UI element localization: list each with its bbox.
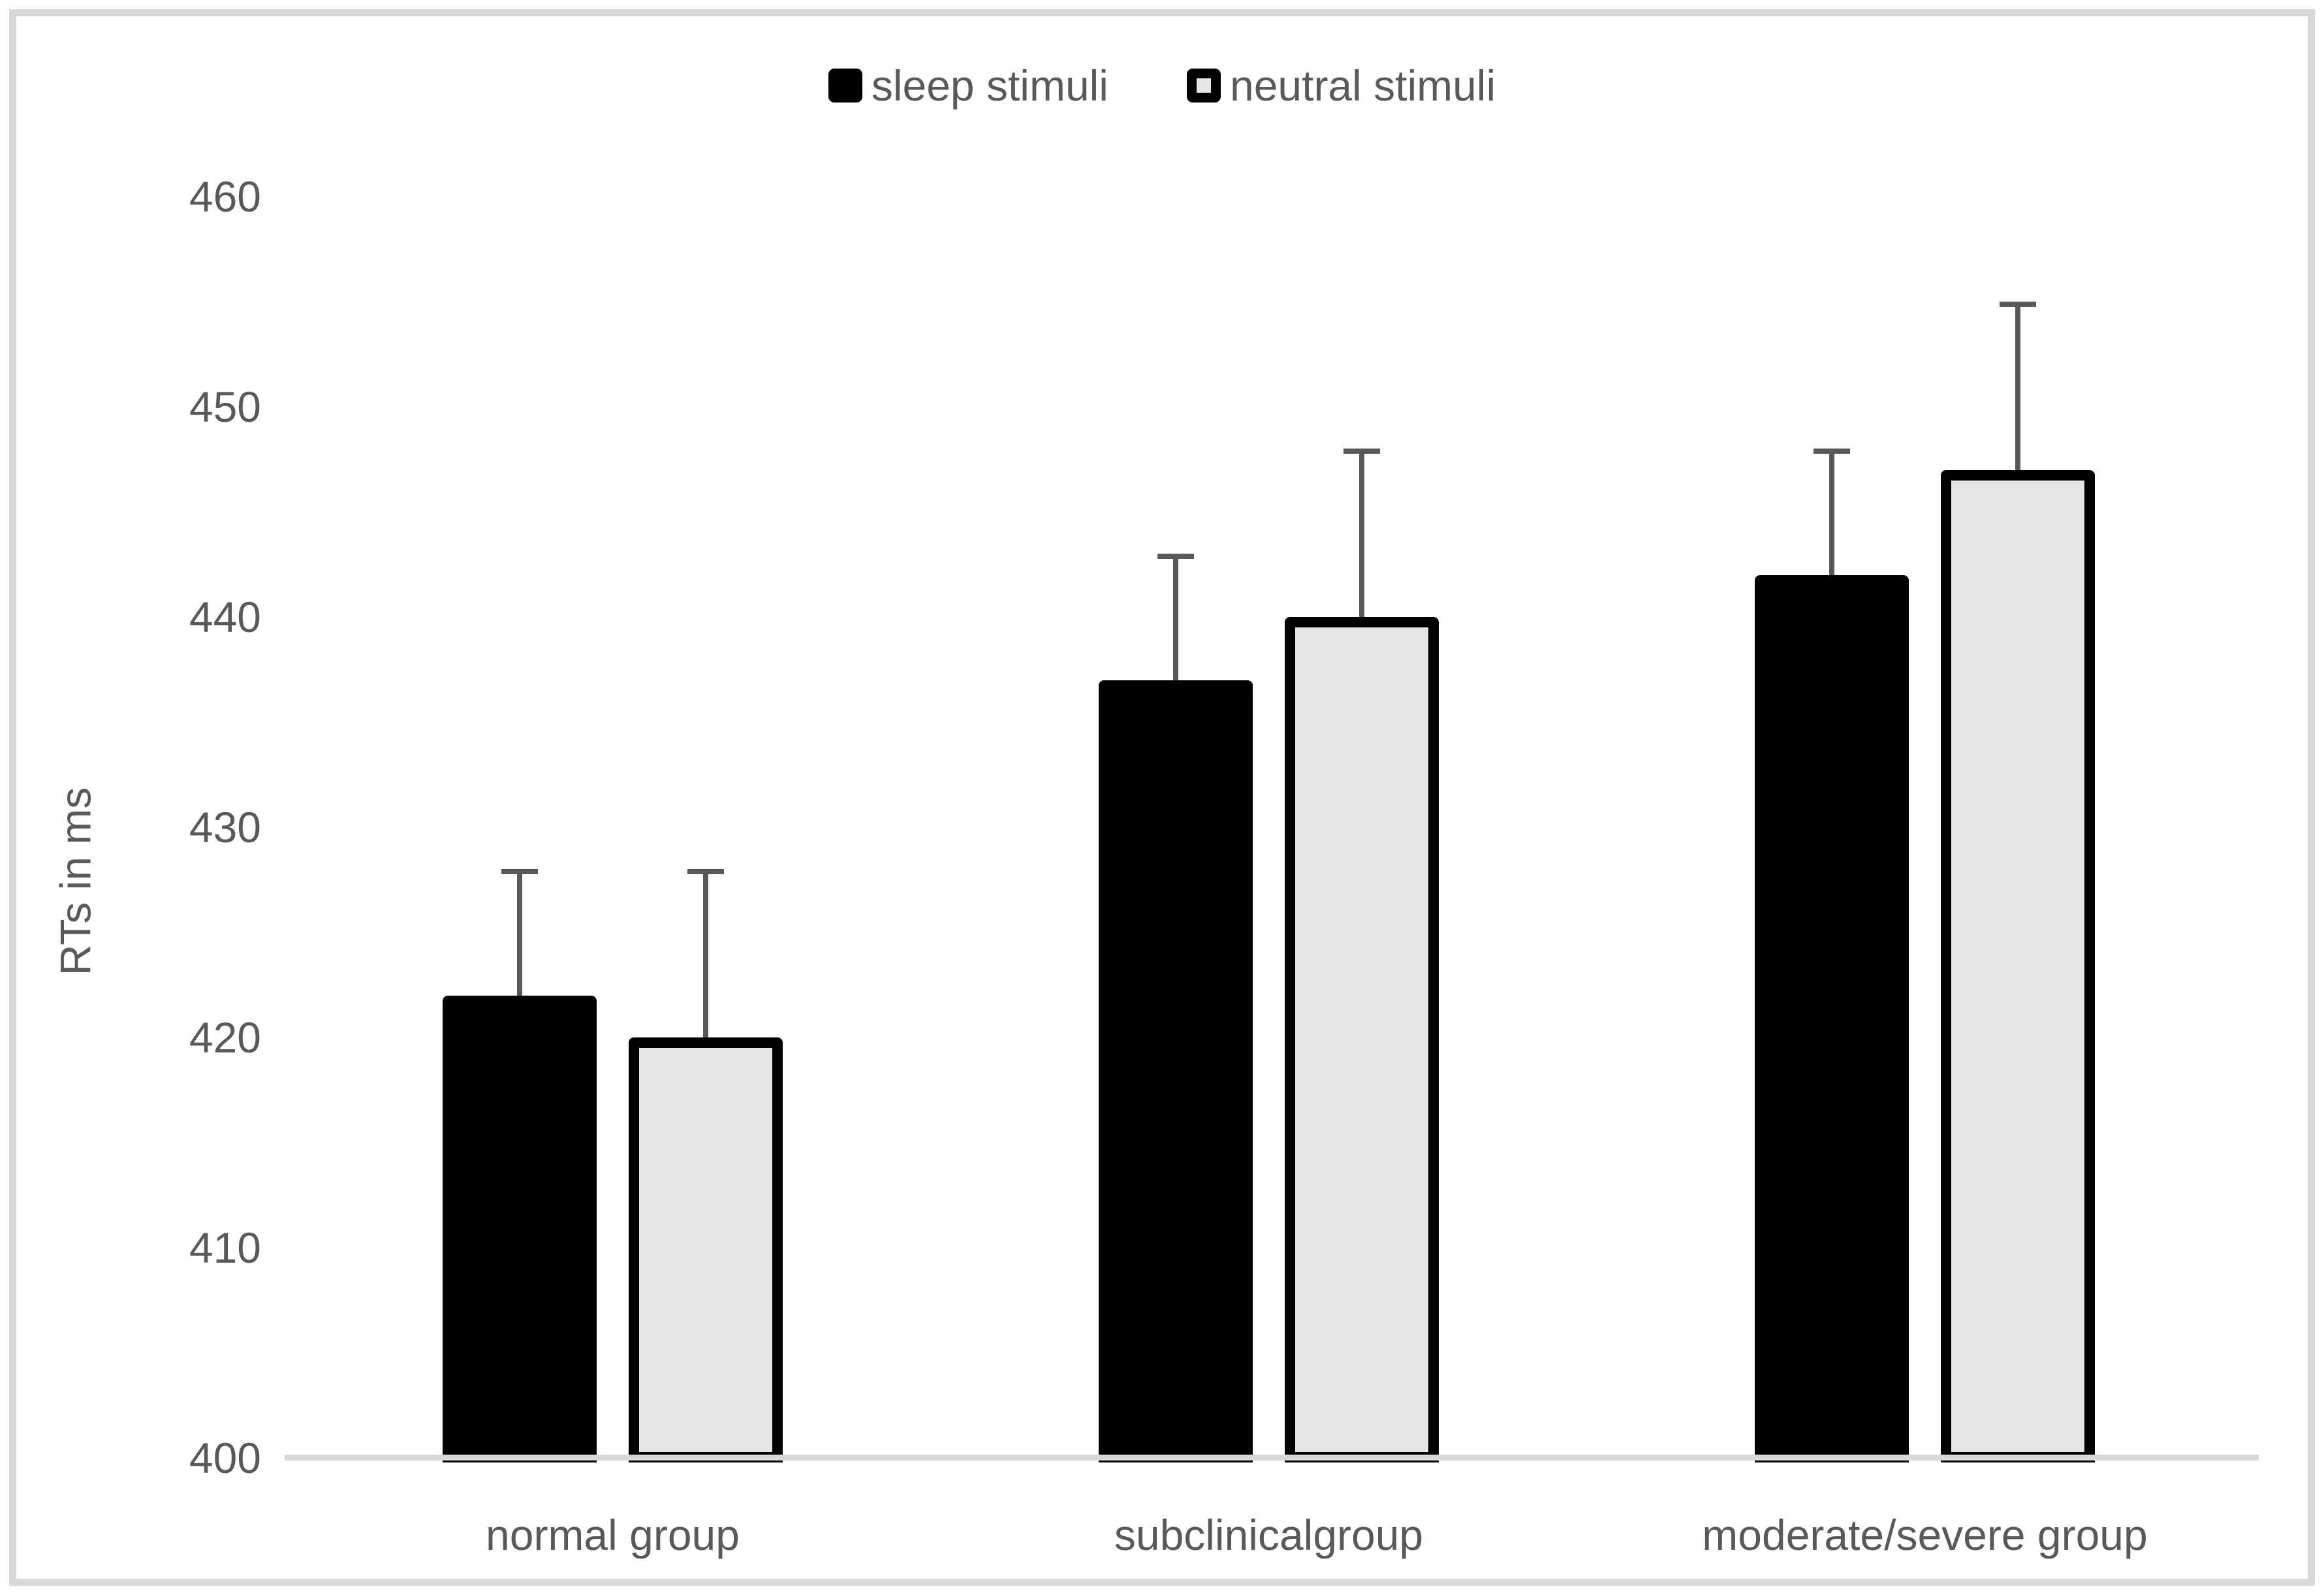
error-bar-stem xyxy=(703,869,708,1037)
bar-neutral-stimuli-subclinicalgroup xyxy=(1285,617,1439,1462)
error-bar-cap xyxy=(1343,449,1380,454)
x-category-label: moderate/severe group xyxy=(1702,1511,2148,1559)
error-bar-cap xyxy=(2000,302,2036,307)
error-bar-cap xyxy=(1157,554,1194,560)
y-tick-label: 400 xyxy=(189,1434,261,1482)
error-bar-stem xyxy=(1359,449,1364,617)
y-tick-label: 460 xyxy=(189,172,261,221)
bar-sleep-stimuli-moderate-severe-group xyxy=(1755,575,1909,1462)
error-bar-stem xyxy=(1173,554,1178,680)
x-axis-line xyxy=(285,1455,2259,1461)
y-tick-label: 430 xyxy=(189,803,261,851)
y-tick-label: 410 xyxy=(189,1224,261,1272)
error-bar-stem xyxy=(1829,449,1834,575)
chart-legend: sleep stimuli neutral stimuli xyxy=(0,64,2324,107)
error-bar xyxy=(1343,449,1380,617)
legend-label: sleep stimuli xyxy=(871,61,1108,110)
error-bar-cap xyxy=(501,869,538,875)
legend-swatch-icon xyxy=(828,69,862,103)
error-bar xyxy=(1157,554,1194,680)
error-bar xyxy=(2000,302,2036,470)
bar-neutral-stimuli-moderate-severe-group xyxy=(1941,469,2095,1462)
x-category-label: subclinicalgroup xyxy=(1114,1511,1424,1559)
bar-sleep-stimuli-subclinicalgroup xyxy=(1099,680,1253,1462)
legend-item-neutral-stimuli: neutral stimuli xyxy=(1186,61,1496,110)
y-tick-label: 440 xyxy=(189,593,261,641)
error-bar-cap xyxy=(687,869,724,875)
error-bar xyxy=(501,869,538,996)
error-bar-stem xyxy=(517,869,522,996)
error-bar-cap xyxy=(1814,449,1850,454)
error-bar xyxy=(687,869,724,1037)
y-tick-label: 420 xyxy=(189,1013,261,1062)
error-bar xyxy=(1814,449,1850,575)
x-category-label: normal group xyxy=(486,1511,740,1559)
bar-sleep-stimuli-normal-group xyxy=(443,995,597,1462)
error-bar-stem xyxy=(2015,302,2020,470)
bar-neutral-stimuli-normal-group xyxy=(629,1037,783,1462)
legend-item-sleep-stimuli: sleep stimuli xyxy=(828,64,1108,107)
legend-swatch-icon xyxy=(1186,69,1221,103)
y-tick-label: 450 xyxy=(189,383,261,431)
legend-label: neutral stimuli xyxy=(1229,61,1496,110)
